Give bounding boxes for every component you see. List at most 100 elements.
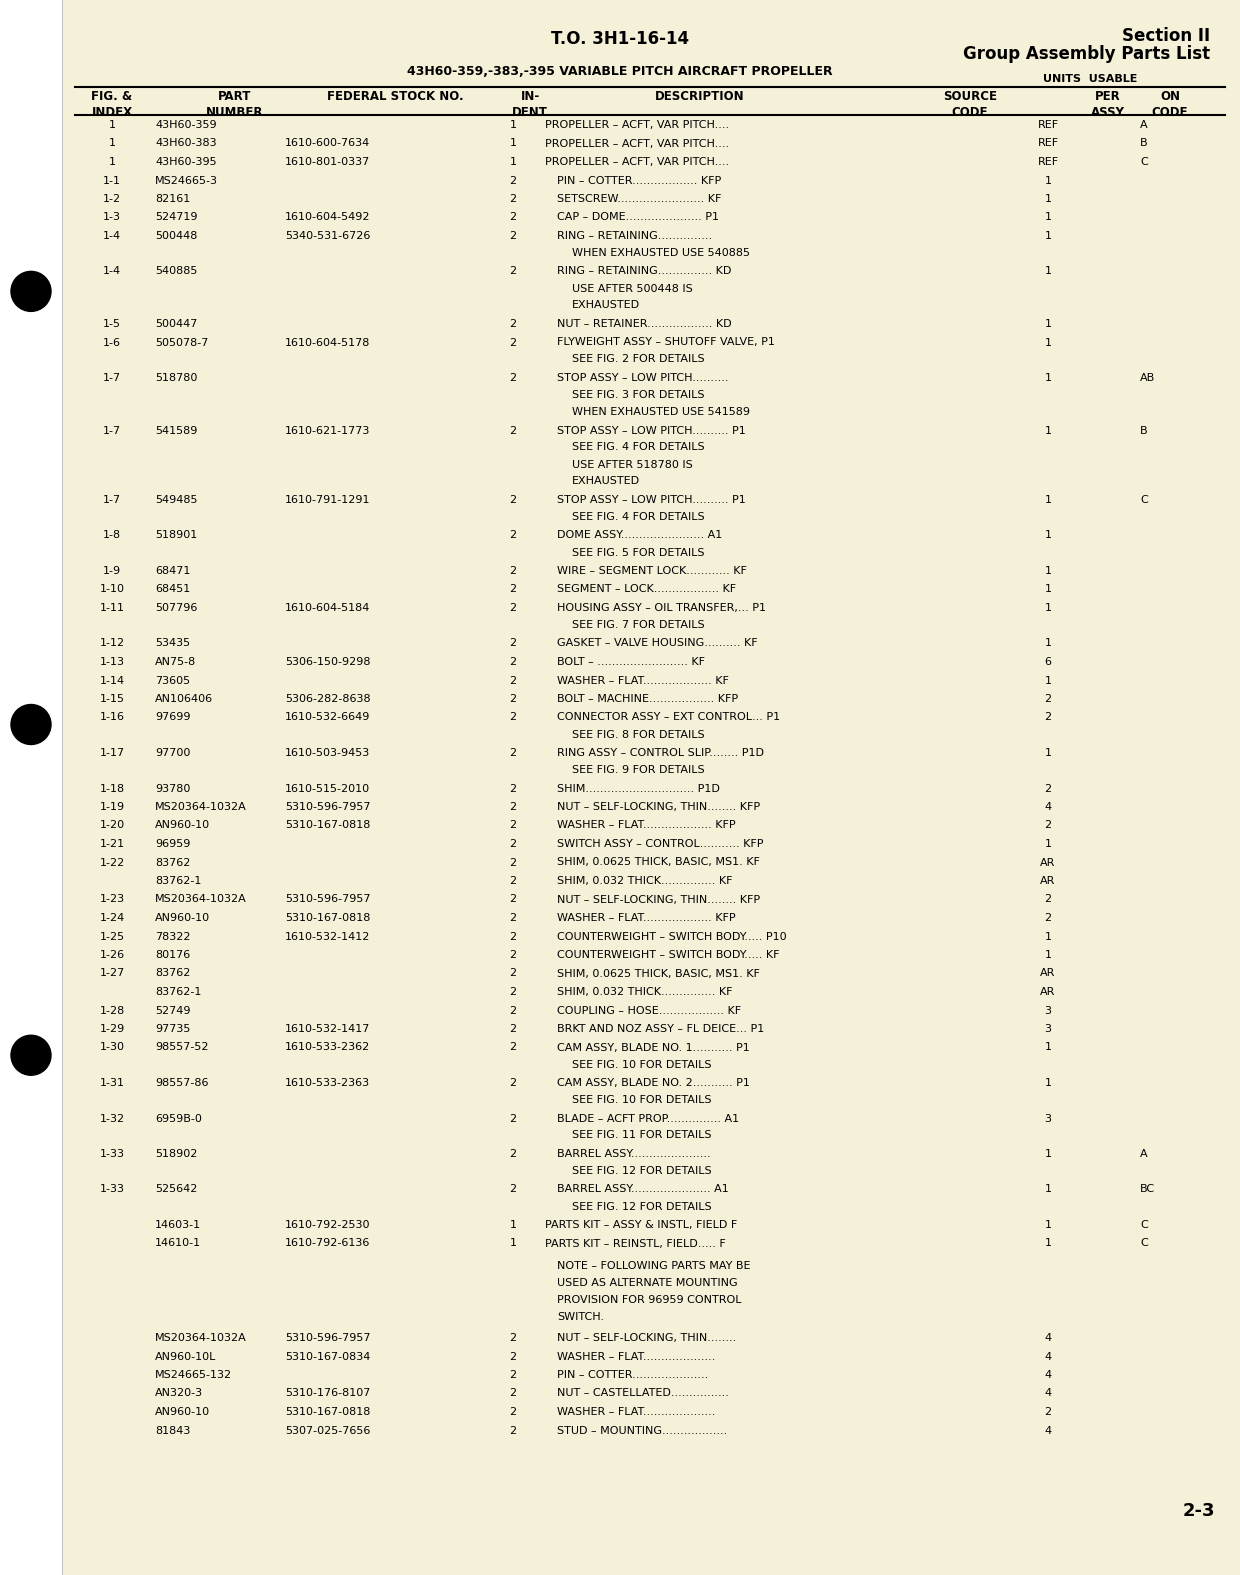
Text: 1-29: 1-29 [99, 1024, 125, 1035]
Text: SEE FIG. 10 FOR DETAILS: SEE FIG. 10 FOR DETAILS [572, 1060, 712, 1069]
Text: 80176: 80176 [155, 950, 190, 961]
Text: 5307-025-7656: 5307-025-7656 [285, 1425, 371, 1435]
Text: 1-33: 1-33 [99, 1184, 124, 1194]
Text: PROPELLER – ACFT, VAR PITCH....: PROPELLER – ACFT, VAR PITCH.... [546, 139, 729, 148]
Text: 53435: 53435 [155, 638, 190, 649]
Text: 5310-596-7957: 5310-596-7957 [285, 895, 371, 904]
Text: SWITCH ASSY – CONTROL........... KFP: SWITCH ASSY – CONTROL........... KFP [557, 839, 764, 849]
Text: 2: 2 [510, 1351, 517, 1361]
Text: 97700: 97700 [155, 748, 191, 758]
Text: AB: AB [1140, 373, 1156, 383]
Text: 2: 2 [1044, 1406, 1052, 1418]
Text: 1-22: 1-22 [99, 857, 125, 868]
Text: 1: 1 [1044, 1150, 1052, 1159]
Text: NUT – SELF-LOCKING, THIN........ KFP: NUT – SELF-LOCKING, THIN........ KFP [557, 895, 760, 904]
Text: 2: 2 [510, 969, 517, 978]
Text: WASHER – FLAT....................: WASHER – FLAT.................... [557, 1406, 715, 1418]
Text: GASKET – VALVE HOUSING.......... KF: GASKET – VALVE HOUSING.......... KF [557, 638, 758, 649]
Text: 5310-167-0834: 5310-167-0834 [285, 1351, 371, 1361]
Text: A: A [1140, 120, 1148, 131]
Text: 2: 2 [510, 839, 517, 849]
Text: 2: 2 [510, 320, 517, 329]
Text: MS20364-1032A: MS20364-1032A [155, 1332, 247, 1343]
Text: SEE FIG. 8 FOR DETAILS: SEE FIG. 8 FOR DETAILS [572, 729, 704, 740]
Text: 2: 2 [510, 1150, 517, 1159]
Text: DESCRIPTION: DESCRIPTION [655, 90, 745, 102]
Circle shape [11, 1035, 51, 1076]
Text: 1: 1 [510, 139, 517, 148]
Text: SEE FIG. 5 FOR DETAILS: SEE FIG. 5 FOR DETAILS [572, 548, 704, 558]
Text: AN960-10: AN960-10 [155, 1406, 210, 1418]
Text: 43H60-383: 43H60-383 [155, 139, 217, 148]
Text: AN960-10: AN960-10 [155, 821, 210, 830]
Text: 1: 1 [1044, 676, 1052, 685]
Text: PARTS KIT – ASSY & INSTL, FIELD F: PARTS KIT – ASSY & INSTL, FIELD F [546, 1221, 738, 1230]
Text: STUD – MOUNTING..................: STUD – MOUNTING.................. [557, 1425, 727, 1435]
Text: 1: 1 [1044, 194, 1052, 205]
Text: 14610-1: 14610-1 [155, 1238, 201, 1249]
Text: SEE FIG. 2 FOR DETAILS: SEE FIG. 2 FOR DETAILS [572, 354, 704, 364]
Text: 1: 1 [1044, 1221, 1052, 1230]
Text: COUNTERWEIGHT – SWITCH BODY..... P10: COUNTERWEIGHT – SWITCH BODY..... P10 [557, 931, 786, 942]
Text: 2: 2 [510, 695, 517, 704]
Text: 1: 1 [1044, 495, 1052, 506]
Text: SOURCE
CODE: SOURCE CODE [942, 90, 997, 120]
Text: 1-23: 1-23 [99, 895, 124, 904]
Text: 83762: 83762 [155, 969, 191, 978]
Text: 83762-1: 83762-1 [155, 876, 201, 887]
Text: BRKT AND NOZ ASSY – FL DEICE... P1: BRKT AND NOZ ASSY – FL DEICE... P1 [557, 1024, 764, 1035]
Text: AR: AR [1040, 969, 1055, 978]
Text: C: C [1140, 495, 1148, 506]
Text: SEE FIG. 7 FOR DETAILS: SEE FIG. 7 FOR DETAILS [572, 621, 704, 630]
Text: MS24665-132: MS24665-132 [155, 1370, 232, 1380]
Text: 98557-86: 98557-86 [155, 1077, 208, 1088]
Text: 1610-533-2362: 1610-533-2362 [285, 1043, 371, 1052]
Text: 2: 2 [510, 931, 517, 942]
Text: 1: 1 [1044, 1043, 1052, 1052]
Text: 1: 1 [1044, 950, 1052, 961]
Text: 1-7: 1-7 [103, 425, 122, 436]
Text: 1-13: 1-13 [99, 657, 124, 666]
Text: 1: 1 [1044, 337, 1052, 348]
Text: 1: 1 [1044, 232, 1052, 241]
Text: 5310-167-0818: 5310-167-0818 [285, 913, 371, 923]
Text: 6959B-0: 6959B-0 [155, 1114, 202, 1123]
Text: STOP ASSY – LOW PITCH.......... P1: STOP ASSY – LOW PITCH.......... P1 [557, 425, 745, 436]
Text: SEE FIG. 4 FOR DETAILS: SEE FIG. 4 FOR DETAILS [572, 512, 704, 521]
Text: CAM ASSY, BLADE NO. 2........... P1: CAM ASSY, BLADE NO. 2........... P1 [557, 1077, 750, 1088]
Text: 518780: 518780 [155, 373, 197, 383]
Text: 1: 1 [1044, 603, 1052, 613]
Text: FIG. &
INDEX: FIG. & INDEX [92, 90, 133, 120]
Text: AR: AR [1040, 876, 1055, 887]
Text: NUT – SELF-LOCKING, THIN........: NUT – SELF-LOCKING, THIN........ [557, 1332, 737, 1343]
Text: 2: 2 [1044, 821, 1052, 830]
Text: 43H60-359,-383,-395 VARIABLE PITCH AIRCRAFT PROPELLER: 43H60-359,-383,-395 VARIABLE PITCH AIRCR… [407, 65, 833, 79]
Text: 1-9: 1-9 [103, 565, 122, 576]
Text: PROVISION FOR 96959 CONTROL: PROVISION FOR 96959 CONTROL [557, 1295, 742, 1306]
Text: WASHER – FLAT....................: WASHER – FLAT.................... [557, 1351, 715, 1361]
Text: 524719: 524719 [155, 213, 197, 222]
Text: EXHAUSTED: EXHAUSTED [572, 301, 640, 310]
Text: 1610-532-6649: 1610-532-6649 [285, 712, 371, 723]
Text: BC: BC [1140, 1184, 1156, 1194]
Text: SEE FIG. 3 FOR DETAILS: SEE FIG. 3 FOR DETAILS [572, 391, 704, 400]
Text: 2: 2 [1044, 895, 1052, 904]
Text: AN320-3: AN320-3 [155, 1389, 203, 1399]
Text: 78322: 78322 [155, 931, 191, 942]
Text: C: C [1140, 1238, 1148, 1249]
Text: 1-7: 1-7 [103, 495, 122, 506]
Text: 1-6: 1-6 [103, 337, 122, 348]
Text: 2: 2 [510, 913, 517, 923]
Text: 500447: 500447 [155, 320, 197, 329]
Text: 1610-532-1417: 1610-532-1417 [285, 1024, 371, 1035]
Text: 5310-596-7957: 5310-596-7957 [285, 1332, 371, 1343]
Text: 68471: 68471 [155, 565, 191, 576]
Text: ON
CODE: ON CODE [1152, 90, 1188, 120]
Text: MS20364-1032A: MS20364-1032A [155, 802, 247, 813]
Text: 1610-792-2530: 1610-792-2530 [285, 1221, 371, 1230]
Text: 1-33: 1-33 [99, 1150, 124, 1159]
Text: HOUSING ASSY – OIL TRANSFER,... P1: HOUSING ASSY – OIL TRANSFER,... P1 [557, 603, 766, 613]
Text: 2: 2 [1044, 783, 1052, 794]
Text: WIRE – SEGMENT LOCK............ KF: WIRE – SEGMENT LOCK............ KF [557, 565, 746, 576]
Text: 1610-621-1773: 1610-621-1773 [285, 425, 371, 436]
